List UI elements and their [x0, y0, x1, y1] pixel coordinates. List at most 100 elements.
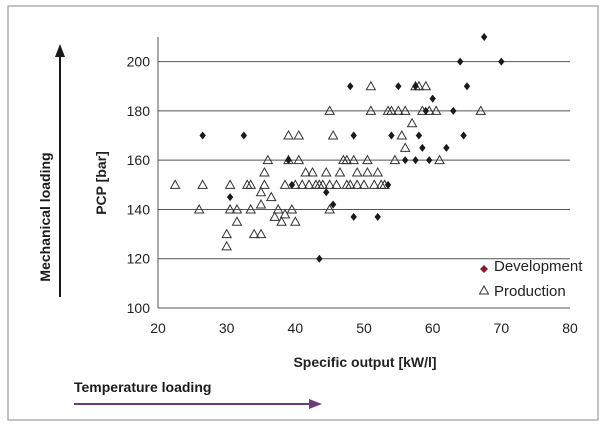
production-point	[221, 228, 233, 239]
development-point	[374, 212, 381, 221]
production-point	[259, 166, 270, 177]
production-point	[389, 154, 401, 165]
production-point	[193, 203, 205, 214]
production-point	[289, 216, 301, 226]
production-point	[396, 130, 408, 140]
development-point	[226, 193, 234, 202]
development-point	[285, 156, 292, 165]
production-point	[344, 179, 356, 189]
development-point	[460, 131, 467, 140]
production-point	[231, 203, 243, 214]
production-point	[307, 166, 318, 177]
x-tick-label: 80	[562, 320, 578, 336]
production-point	[245, 203, 257, 214]
production-point	[296, 179, 308, 189]
production-point	[259, 179, 270, 189]
production-point	[279, 208, 291, 219]
production-point	[255, 228, 267, 239]
production-point	[358, 179, 370, 189]
y-tick-label: 140	[127, 201, 151, 217]
development-point	[419, 143, 426, 152]
legend-development-label: Development	[494, 258, 583, 275]
production-point	[248, 228, 260, 239]
y-tick-label: 180	[127, 103, 151, 119]
y-tick-labels: 100 120 140 160 180 200	[127, 54, 151, 316]
production-point	[269, 211, 281, 221]
development-point	[388, 131, 395, 140]
production-point	[197, 179, 208, 189]
production-point	[255, 199, 267, 209]
development-point	[480, 33, 488, 41]
production-point	[224, 203, 236, 214]
production-point	[317, 179, 329, 189]
development-point	[456, 57, 464, 66]
production-point	[348, 154, 360, 165]
production-point	[362, 166, 373, 177]
production-point	[255, 186, 267, 197]
production-point	[224, 179, 236, 189]
development-point	[199, 131, 206, 140]
development-point	[412, 156, 419, 165]
legend-production-marker	[478, 284, 490, 295]
production-point	[324, 203, 336, 214]
development-point	[347, 82, 354, 91]
production-point	[331, 179, 342, 189]
x-tick-label: 70	[494, 320, 510, 336]
production-point	[231, 216, 243, 226]
production-point	[276, 216, 287, 226]
legend-production-label: Production	[494, 283, 566, 300]
production-point	[334, 166, 346, 177]
x-axis-title: Specific output [kW/l]	[293, 354, 436, 370]
y-tick-label: 160	[127, 152, 151, 168]
production-point	[362, 154, 373, 165]
production-point	[262, 154, 274, 165]
production-point	[303, 179, 315, 189]
development-point	[395, 82, 402, 91]
development-point	[498, 57, 505, 66]
x-tick-label: 50	[356, 320, 372, 336]
development-point	[412, 82, 419, 91]
production-point	[434, 154, 445, 165]
production-point	[351, 166, 363, 177]
production-point	[279, 179, 291, 189]
production-point	[341, 154, 353, 165]
development-point	[350, 131, 357, 140]
x-tick-labels: 20 30 40 50 60 70 80	[150, 320, 578, 336]
mechanical-loading-arrow	[55, 44, 65, 297]
development-point	[429, 94, 436, 103]
development-point	[402, 156, 409, 165]
mechanical-loading-label: Mechanical loading	[37, 152, 53, 281]
production-point	[283, 130, 294, 140]
development-point	[288, 180, 296, 189]
production-point	[368, 179, 380, 189]
development-point	[450, 106, 457, 115]
production-point	[286, 203, 298, 214]
temperature-loading-label: Temperature loading	[74, 379, 211, 395]
development-point	[384, 180, 392, 189]
production-point	[475, 105, 487, 115]
development-point	[422, 106, 429, 115]
figure-frame	[7, 5, 599, 421]
production-point	[293, 130, 305, 140]
development-point	[329, 200, 337, 209]
legend-development-marker	[480, 265, 488, 273]
production-point	[399, 105, 411, 115]
production-point	[430, 105, 442, 115]
production-point	[245, 179, 257, 189]
production-point	[420, 80, 432, 91]
x-tick-label: 60	[425, 320, 441, 336]
production-point	[300, 166, 311, 177]
x-tick-label: 30	[219, 320, 235, 336]
development-point	[350, 212, 357, 221]
y-tick-label: 120	[127, 251, 151, 267]
production-point	[399, 142, 411, 152]
production-point	[365, 105, 377, 115]
production-point	[327, 130, 339, 140]
production-point	[320, 166, 332, 177]
development-point	[240, 131, 248, 140]
production-point	[351, 179, 363, 189]
production-point	[406, 117, 418, 128]
production-point	[221, 240, 233, 251]
development-point	[443, 143, 450, 152]
production-point	[324, 179, 336, 189]
